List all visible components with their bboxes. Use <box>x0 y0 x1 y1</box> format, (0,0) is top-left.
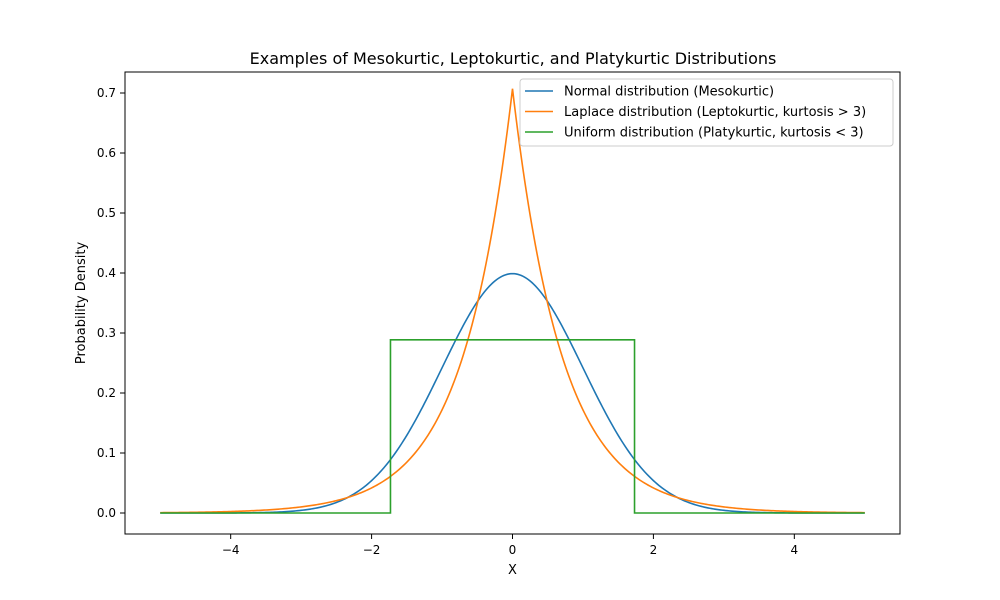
y-axis-label: Probability Density <box>74 242 89 365</box>
y-tick-label: 0.2 <box>97 386 116 400</box>
x-tick-label: 2 <box>650 543 658 557</box>
x-tick-label: 4 <box>790 543 798 557</box>
y-tick-label: 0.7 <box>97 86 116 100</box>
legend-label-1: Normal distribution (Mesokurtic) <box>564 85 774 100</box>
x-tick-label: −4 <box>222 543 240 557</box>
series-line-3 <box>160 338 865 514</box>
series-layer <box>160 88 865 514</box>
series-line-1 <box>160 272 865 514</box>
y-ticks: 0.0 0.1 0.2 0.3 0.4 0.5 0.6 0.7 <box>97 86 125 520</box>
y-tick-label: 0.4 <box>97 266 116 280</box>
y-tick-label: 0.6 <box>97 146 116 160</box>
legend-label-2: Laplace distribution (Leptokurtic, kurto… <box>564 105 866 120</box>
y-tick-label: 0.0 <box>97 506 116 520</box>
x-ticks: −4 −2 0 2 4 <box>222 534 798 557</box>
y-tick-label: 0.3 <box>97 326 116 340</box>
legend-box <box>519 78 894 147</box>
legend-label-3: Uniform distribution (Platykurtic, kurto… <box>564 126 864 141</box>
x-tick-label: 0 <box>509 543 517 557</box>
x-axis-label: X <box>508 563 517 578</box>
series-line-2 <box>160 88 865 514</box>
x-tick-label: −2 <box>363 543 381 557</box>
legend: Normal distribution (Mesokurtic) Laplace … <box>519 78 894 147</box>
y-tick-label: 0.5 <box>97 206 116 220</box>
chart-title: Examples of Mesokurtic, Leptokurtic, and… <box>250 49 777 68</box>
y-tick-label: 0.1 <box>97 446 116 460</box>
